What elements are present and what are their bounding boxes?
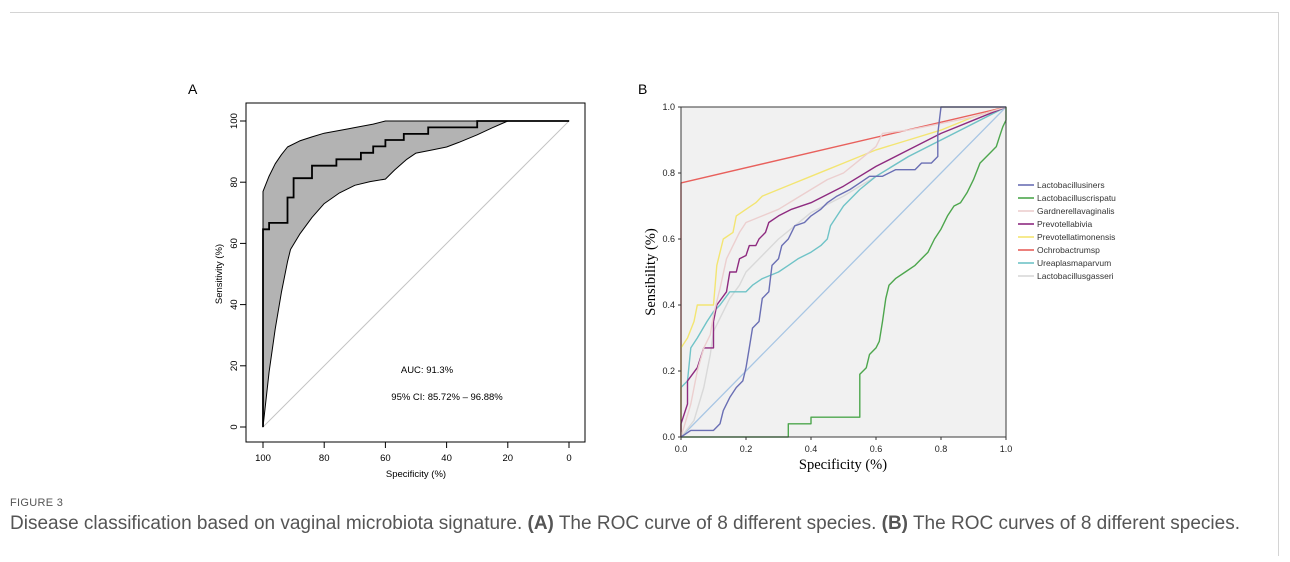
legend-label: Lactobacilluscrispatu xyxy=(1037,193,1116,203)
series-line-ureaplasmaparvum xyxy=(680,106,1007,437)
ci-annotation: 95% CI: 85.72% – 96.88% xyxy=(391,392,503,403)
x-tick-label: 60 xyxy=(380,453,391,464)
figure-label: FIGURE 3 xyxy=(10,497,64,509)
caption-lead: Disease classification based on vaginal … xyxy=(10,513,528,534)
ci-band-area xyxy=(262,120,570,428)
legend-label: Prevotellabivia xyxy=(1037,219,1093,229)
x-tick-label: 0.2 xyxy=(740,444,753,454)
x-tick-label: 0.6 xyxy=(870,444,883,454)
caption-b-text: The ROC curves of 8 different species. xyxy=(908,513,1240,534)
legend-label: Ureaplasmaparvum xyxy=(1037,258,1111,268)
x-tick-label: 20 xyxy=(503,453,514,464)
caption-ref-b: (B) xyxy=(881,513,909,534)
y-tick-label: 0.6 xyxy=(662,234,675,244)
chart-panel-b: B 0.0 0.2 0.4 0.6 0.8 1.0 0.0 0.2 0.4 0.6 0.8 1.0 Spe… xyxy=(638,81,1116,473)
legend-label: Lactobacillusiners xyxy=(1037,180,1105,190)
x-tick-label: 80 xyxy=(319,453,330,464)
caption-ref-a: (A) xyxy=(527,513,554,534)
legend-item: Prevotellabivia xyxy=(1018,219,1093,229)
x-tick-label: 0.8 xyxy=(935,444,948,454)
legend-label: Lactobacillusgasseri xyxy=(1037,271,1114,281)
chart-panel-a: A 100 80 60 40 20 0 0 20 40 60 80 100 Specificity (%)… xyxy=(188,81,586,480)
legend-item: Prevotellatimonensis xyxy=(1018,232,1115,242)
reference-diagonal-line xyxy=(262,120,570,428)
legend-label: Gardnerellavaginalis xyxy=(1037,206,1115,216)
series-line-lactobacilluscrispatu xyxy=(681,107,1007,438)
legend-item: Lactobacilluscrispatu xyxy=(1018,193,1116,203)
figure-frame xyxy=(10,12,1279,556)
y-tick-label: 20 xyxy=(229,361,240,372)
caption-a-text: The ROC curve of 8 different species. xyxy=(553,513,882,534)
legend-item: Ochrobactrumsp xyxy=(1018,245,1100,255)
figure-caption: Disease classification based on vaginal … xyxy=(10,513,1240,535)
y-axis-title: Sensibility (%) xyxy=(643,228,659,316)
legend-item: Lactobacillusgasseri xyxy=(1018,271,1114,281)
plot-frame xyxy=(245,102,586,443)
y-tick-label: 0.0 xyxy=(662,432,675,442)
x-tick-label: 100 xyxy=(255,453,271,464)
y-tick-label: 100 xyxy=(229,113,240,129)
reference-diagonal-line xyxy=(680,106,1007,438)
y-tick-label: 60 xyxy=(229,238,240,249)
auc-annotation: AUC: 91.3% xyxy=(401,365,454,376)
legend-item: Gardnerellavaginalis xyxy=(1018,206,1115,216)
x-tick-label: 0 xyxy=(566,453,571,464)
y-tick-label: 80 xyxy=(229,177,240,188)
series-line-lactobacillusiners xyxy=(680,106,1006,438)
legend-item: Ureaplasmaparvum xyxy=(1018,258,1111,268)
y-tick-label: 0.4 xyxy=(662,300,675,310)
panel-label-a: A xyxy=(188,81,198,97)
y-tick-label: 40 xyxy=(229,299,240,310)
y-tick-label: 0 xyxy=(229,424,240,429)
panel-label-b: B xyxy=(638,81,647,97)
x-tick-label: 1.0 xyxy=(1000,444,1013,454)
x-tick-label: 0.0 xyxy=(675,444,688,454)
roc-curve-line xyxy=(262,120,569,427)
y-tick-label: 1.0 xyxy=(662,102,675,112)
legend: Lactobacillusiners Lactobacilluscrispatu G… xyxy=(1018,180,1116,281)
legend-label: Ochrobactrumsp xyxy=(1037,245,1100,255)
y-tick-label: 0.8 xyxy=(662,168,675,178)
x-tick-label: 40 xyxy=(441,453,452,464)
figure-charts: A 100 80 60 40 20 0 0 20 40 60 80 100 Specificity (%)… xyxy=(188,81,1116,480)
series-line-gardnerellavaginalis xyxy=(680,106,1007,438)
y-axis-title: Sensitivity (%) xyxy=(214,244,225,304)
legend-item: Lactobacillusiners xyxy=(1018,180,1105,190)
x-axis-title: Specificity (%) xyxy=(386,469,446,480)
x-tick-label: 0.4 xyxy=(805,444,818,454)
x-axis-title: Specificity (%) xyxy=(799,457,887,473)
legend-label: Prevotellatimonensis xyxy=(1037,232,1115,242)
plot-frame xyxy=(680,106,1007,438)
y-tick-label: 0.2 xyxy=(662,366,675,376)
series-line-prevotellatimonensis xyxy=(680,106,1007,437)
